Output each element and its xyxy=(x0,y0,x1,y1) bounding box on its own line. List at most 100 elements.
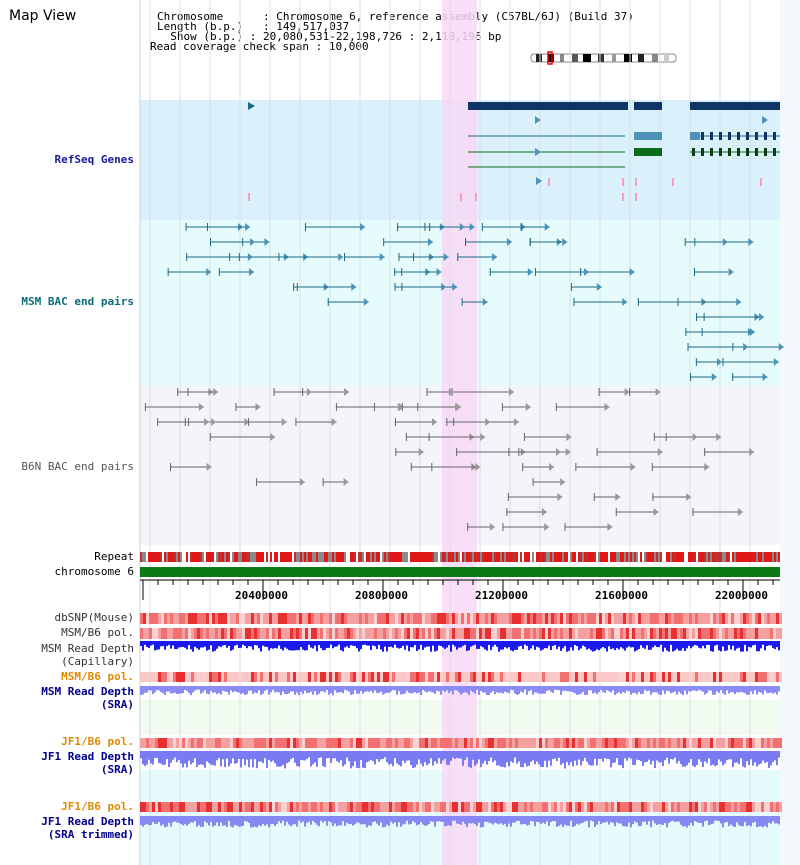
heat-cell xyxy=(197,738,200,748)
depth-bar xyxy=(606,686,608,691)
repeat-bar xyxy=(294,552,296,562)
depth-bar xyxy=(208,816,210,826)
depth-bar xyxy=(548,641,550,646)
depth-bar xyxy=(624,641,626,651)
bac-end xyxy=(489,268,491,276)
heat-cell xyxy=(719,613,722,624)
depth-bar xyxy=(406,641,408,646)
depth-bar xyxy=(616,686,618,694)
depth-bar xyxy=(602,686,604,692)
heat-cell xyxy=(197,802,200,812)
depth-bar xyxy=(686,686,688,695)
heat-cell xyxy=(143,613,146,624)
chromosome-ideogram[interactable] xyxy=(528,51,683,65)
heat-cell xyxy=(509,738,512,748)
heat-cell xyxy=(611,628,614,639)
depth-bar xyxy=(322,751,324,767)
depth-bar xyxy=(564,641,566,647)
heat-cell xyxy=(443,802,446,812)
bac-arrow xyxy=(527,268,533,276)
heat-cell xyxy=(626,672,629,682)
depth-bar xyxy=(328,751,330,758)
depth-bar xyxy=(190,751,192,765)
depth-bar xyxy=(246,816,248,822)
bac-end xyxy=(732,373,734,381)
heat-cell xyxy=(266,628,269,639)
depth-bar xyxy=(756,641,758,652)
bac-arrow xyxy=(728,268,734,276)
heat-cell xyxy=(755,628,758,639)
depth-bar xyxy=(142,686,144,695)
depth-bar xyxy=(398,751,400,765)
heat-cell xyxy=(470,672,473,682)
depth-bar xyxy=(350,641,352,646)
heat-cell xyxy=(578,802,581,812)
repeat-bar xyxy=(230,552,232,562)
depth-bar xyxy=(168,751,170,767)
depth-bar xyxy=(232,686,234,693)
heat-cell xyxy=(233,672,236,682)
depth-bar xyxy=(300,686,302,692)
depth-bar xyxy=(710,751,712,766)
depth-bar xyxy=(156,686,158,690)
depth-bar xyxy=(162,641,164,647)
depth-bar xyxy=(208,641,210,650)
depth-bar xyxy=(538,641,540,648)
depth-bar xyxy=(654,751,656,769)
repeat-bar xyxy=(232,552,234,562)
depth-bar xyxy=(480,816,482,828)
heat-cell xyxy=(287,613,290,624)
depth-bar xyxy=(258,686,260,691)
ideogram-band xyxy=(583,54,591,62)
heat-cell xyxy=(776,628,779,639)
repeat-bar xyxy=(236,552,238,562)
bac-end xyxy=(395,448,397,456)
depth-bar xyxy=(340,751,342,761)
heat-cell xyxy=(254,738,257,748)
heat-cell xyxy=(395,802,398,812)
highlight-region xyxy=(442,0,477,865)
repeat-bar xyxy=(362,552,364,562)
heat-cell xyxy=(671,613,674,624)
heat-cell xyxy=(302,628,305,639)
ideogram-band xyxy=(598,54,604,62)
repeat-bar xyxy=(612,552,614,562)
depth-bar xyxy=(316,751,318,767)
heat-cell xyxy=(710,628,713,639)
depth-bar xyxy=(308,641,310,645)
repeat-bar xyxy=(182,552,184,562)
depth-bar xyxy=(220,641,222,647)
depth-bar xyxy=(522,816,524,825)
heat-cell xyxy=(176,613,179,624)
label-msm-b6-pol-cap: MSM/B6 pol. xyxy=(61,626,134,639)
depth-bar xyxy=(674,686,676,692)
depth-bar xyxy=(576,686,578,695)
depth-bar xyxy=(690,641,692,649)
heat-cell xyxy=(317,738,320,748)
depth-bar xyxy=(584,686,586,696)
depth-bar xyxy=(776,686,778,695)
heat-cell xyxy=(524,802,527,812)
heat-cell xyxy=(260,802,263,812)
depth-bar xyxy=(734,686,736,695)
heat-cell xyxy=(155,628,158,639)
repeat-bar xyxy=(492,552,494,562)
heat-cell xyxy=(356,738,359,748)
heat-cell xyxy=(209,672,212,682)
repeat-bar xyxy=(736,552,738,562)
heat-cell xyxy=(620,672,623,682)
depth-bar xyxy=(216,641,218,649)
bac-end xyxy=(518,448,520,456)
heat-cell xyxy=(191,672,194,682)
repeat-bar xyxy=(678,552,680,562)
depth-bar xyxy=(316,816,318,825)
depth-bar xyxy=(494,641,496,645)
heat-cell xyxy=(383,672,386,682)
heat-cell xyxy=(422,738,425,748)
repeat-bar xyxy=(460,552,462,562)
heat-cell xyxy=(251,613,254,624)
depth-bar xyxy=(422,816,424,825)
heat-cell xyxy=(188,628,191,639)
repeat-bar xyxy=(778,552,780,562)
